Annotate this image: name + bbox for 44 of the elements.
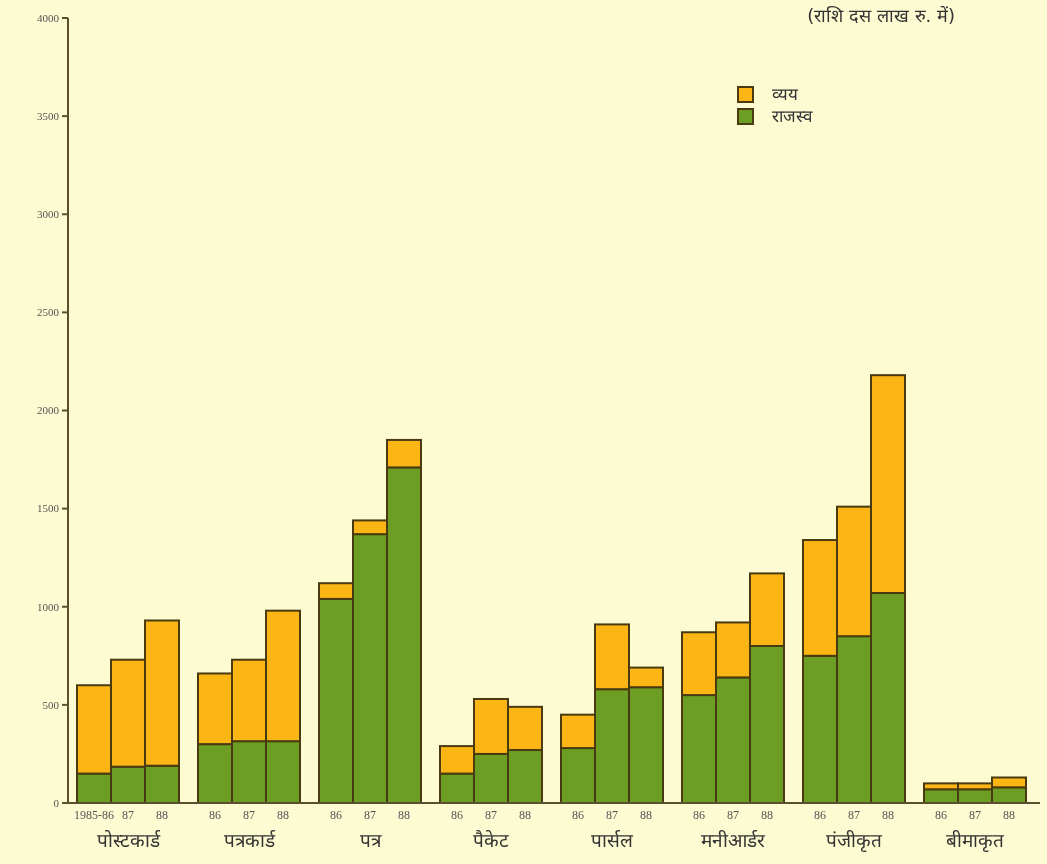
text: पत्र: [359, 829, 382, 851]
x-tick-label: 87: [969, 808, 981, 822]
x-tick-label: 88: [277, 808, 289, 822]
y-tick-label: 1500: [37, 502, 60, 515]
legend-label: राजस्व: [772, 106, 813, 126]
text: पैकेट: [473, 829, 509, 851]
x-tick-label: 1985-86: [74, 808, 114, 822]
y-tick-label: 2500: [37, 306, 60, 319]
text: मनीआर्डर: [701, 829, 766, 851]
x-tick-label: 87: [243, 808, 255, 822]
x-tick-label: 88: [398, 808, 410, 822]
text: पार्सल: [591, 829, 634, 851]
x-tick-label: 86: [572, 808, 584, 822]
text: पंजीकृत: [826, 829, 883, 853]
text: पत्रकार्ड: [223, 829, 276, 851]
x-tick-label: 86: [693, 808, 705, 822]
x-tick-label: 87: [848, 808, 860, 822]
x-tick-label: 86: [209, 808, 221, 822]
legend-label: व्यय: [772, 84, 799, 104]
x-tick-label: 87: [485, 808, 497, 822]
y-tick-label: 4000: [37, 11, 60, 24]
x-tick-label: 87: [727, 808, 739, 822]
x-tick-label: 86: [814, 808, 826, 822]
x-tick-label: 88: [1003, 808, 1015, 822]
y-tick-label: 1000: [37, 600, 60, 613]
annotation: (राशि दस लाख रु. में): [807, 5, 955, 26]
x-tick-label: 86: [935, 808, 947, 822]
y-tick-label: 2000: [37, 404, 60, 417]
x-tick-label: 86: [451, 808, 463, 822]
x-tick-label: 87: [606, 808, 618, 822]
y-tick-label: 3500: [37, 109, 60, 122]
x-tick-label: 86: [330, 808, 342, 822]
text: पोस्टकार्ड: [96, 829, 161, 851]
y-tick-label: 500: [42, 698, 60, 711]
text: बीमाकृत: [946, 829, 1005, 853]
x-tick-label: 88: [519, 808, 531, 822]
x-tick-label: 88: [761, 808, 773, 822]
x-tick-label: 88: [882, 808, 894, 822]
y-tick-label: 0: [53, 796, 60, 809]
y-tick-label: 3000: [37, 208, 60, 221]
x-tick-label: 87: [364, 808, 376, 822]
x-tick-label: 88: [156, 808, 168, 822]
x-tick-label: 87: [122, 808, 134, 822]
x-tick-label: 88: [640, 808, 652, 822]
